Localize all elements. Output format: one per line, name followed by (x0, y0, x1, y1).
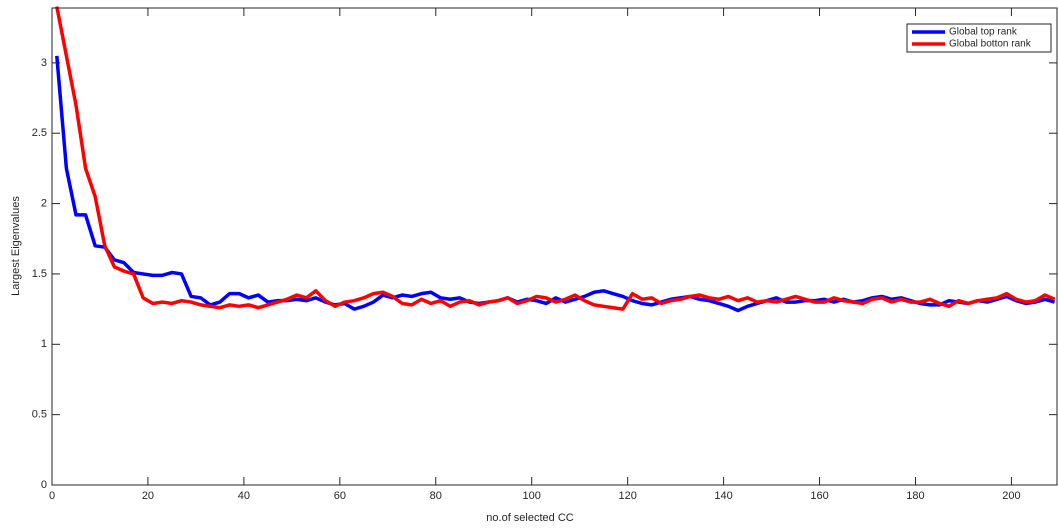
x-tick-label: 80 (430, 490, 442, 502)
plot-area (52, 8, 1057, 485)
x-tick-label: 160 (810, 490, 828, 502)
x-tick-label: 200 (1002, 490, 1020, 502)
y-tick-label: 1.5 (32, 268, 47, 280)
y-tick-label: 0 (41, 479, 47, 491)
legend-box (906, 23, 1052, 53)
x-tick-label: 100 (523, 490, 541, 502)
x-tick-label: 180 (906, 490, 924, 502)
x-tick-label: 20 (142, 490, 154, 502)
axes-box (51, 7, 1058, 486)
y-tick-label: 0.5 (32, 409, 47, 421)
x-tick-label: 120 (618, 490, 636, 502)
y-tick-label: 2.5 (32, 127, 47, 139)
data-line (55, 55, 1056, 313)
y-tick-label: 3 (41, 57, 47, 69)
y-tick-label: 1 (41, 338, 47, 350)
x-tick-label: 60 (334, 490, 346, 502)
x-axis-label: no.of selected CC (486, 512, 573, 524)
legend-label: Global botton rank (949, 39, 1032, 50)
legend-label: Global top rank (949, 27, 1018, 38)
x-tick-label: 0 (49, 490, 55, 502)
y-axis-label: Largest Eigenvalues (10, 196, 22, 296)
x-tick-label: 40 (238, 490, 250, 502)
data-line (55, 6, 1056, 311)
y-tick-label: 2 (41, 197, 47, 209)
x-tick-label: 140 (714, 490, 732, 502)
